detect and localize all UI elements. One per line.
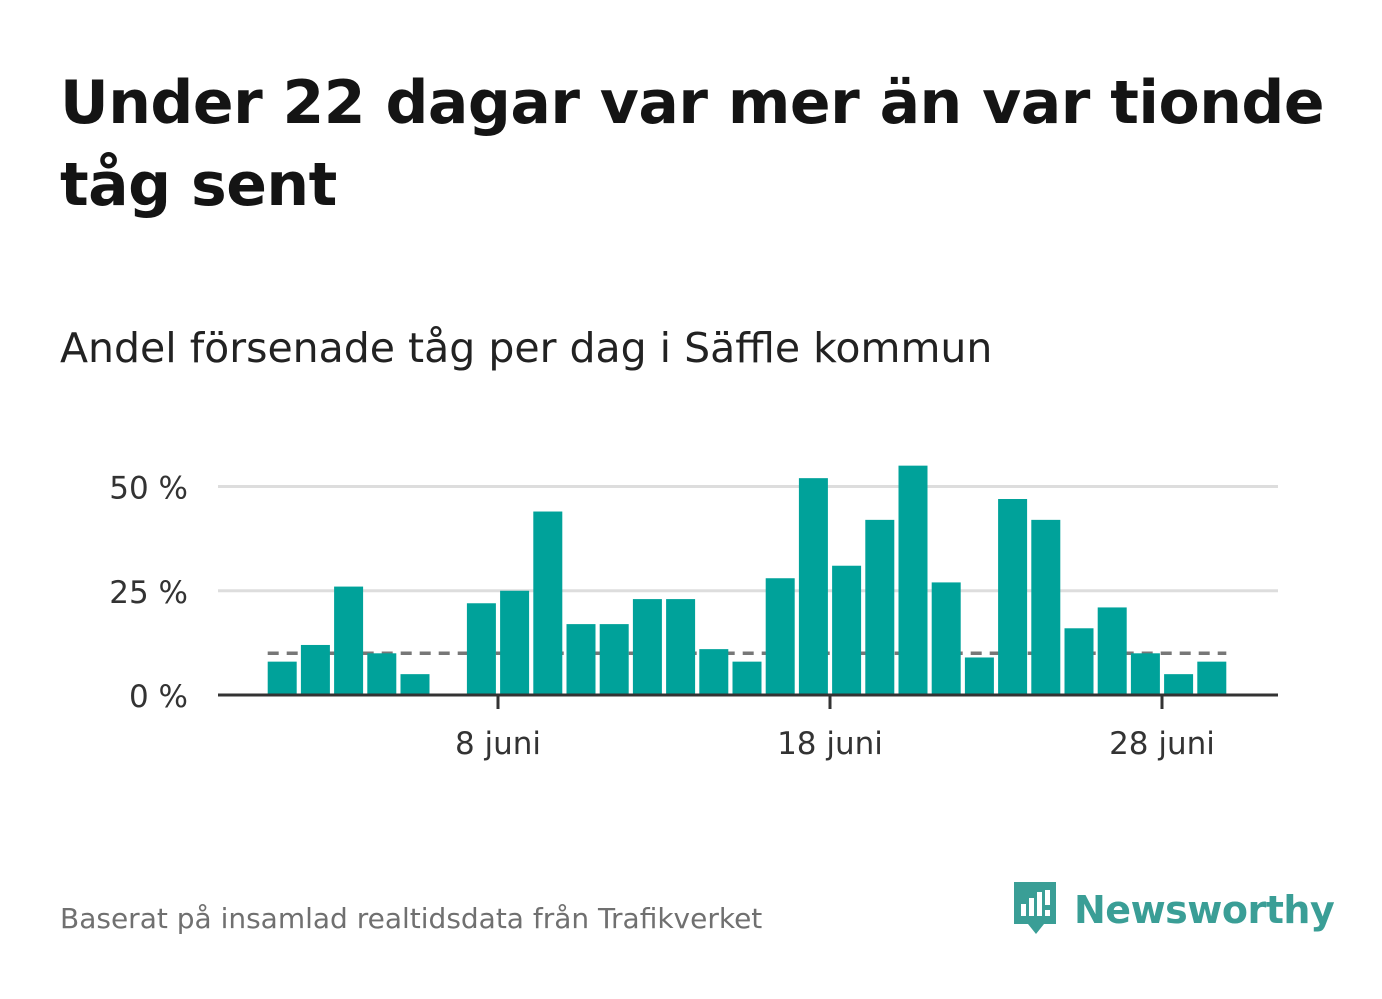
bar <box>1064 628 1094 695</box>
y-tick-label: 50 % <box>109 471 188 507</box>
bar <box>865 519 895 695</box>
bar <box>1164 674 1194 695</box>
bar <box>599 624 629 695</box>
bar <box>1197 661 1227 695</box>
brand-name: Newsworthy <box>1074 888 1335 932</box>
bar <box>1097 607 1127 695</box>
bar <box>1031 519 1061 695</box>
bar <box>632 599 662 695</box>
bar <box>699 649 729 695</box>
bar <box>1130 653 1160 695</box>
bar <box>334 586 364 695</box>
bar <box>732 661 762 695</box>
bar <box>998 499 1028 695</box>
bar <box>931 582 961 695</box>
bars <box>267 465 1227 695</box>
bar <box>964 657 994 695</box>
bar <box>566 624 596 695</box>
bar <box>666 599 696 695</box>
axes: 0 % 25 % 50 % 8 juni 18 juni 28 juni <box>109 471 1278 762</box>
source-note: Baserat på insamlad realtidsdata från Tr… <box>60 902 763 935</box>
bar <box>367 653 397 695</box>
bar <box>267 661 297 695</box>
x-tick-label: 8 juni <box>455 726 541 762</box>
bar <box>898 465 928 695</box>
newsworthy-logo-icon <box>1010 878 1060 942</box>
bar <box>765 578 795 695</box>
x-tick-label: 28 juni <box>1109 726 1215 762</box>
bar <box>300 644 330 695</box>
bar <box>500 590 530 695</box>
brand-logo: Newsworthy <box>1010 878 1335 942</box>
y-tick-label: 0 % <box>129 679 188 715</box>
bar <box>798 478 828 695</box>
bar <box>400 674 430 695</box>
chart-title: Under 22 dagar var mer än var tionde tåg… <box>60 68 1325 220</box>
bar <box>832 565 862 695</box>
x-tick-label: 18 juni <box>777 726 883 762</box>
bar <box>533 511 563 695</box>
chart-subtitle: Andel försenade tåg per dag i Säffle kom… <box>60 324 993 372</box>
grid-lines <box>218 485 1278 593</box>
y-tick-label: 25 % <box>109 575 188 611</box>
bar <box>466 603 496 695</box>
